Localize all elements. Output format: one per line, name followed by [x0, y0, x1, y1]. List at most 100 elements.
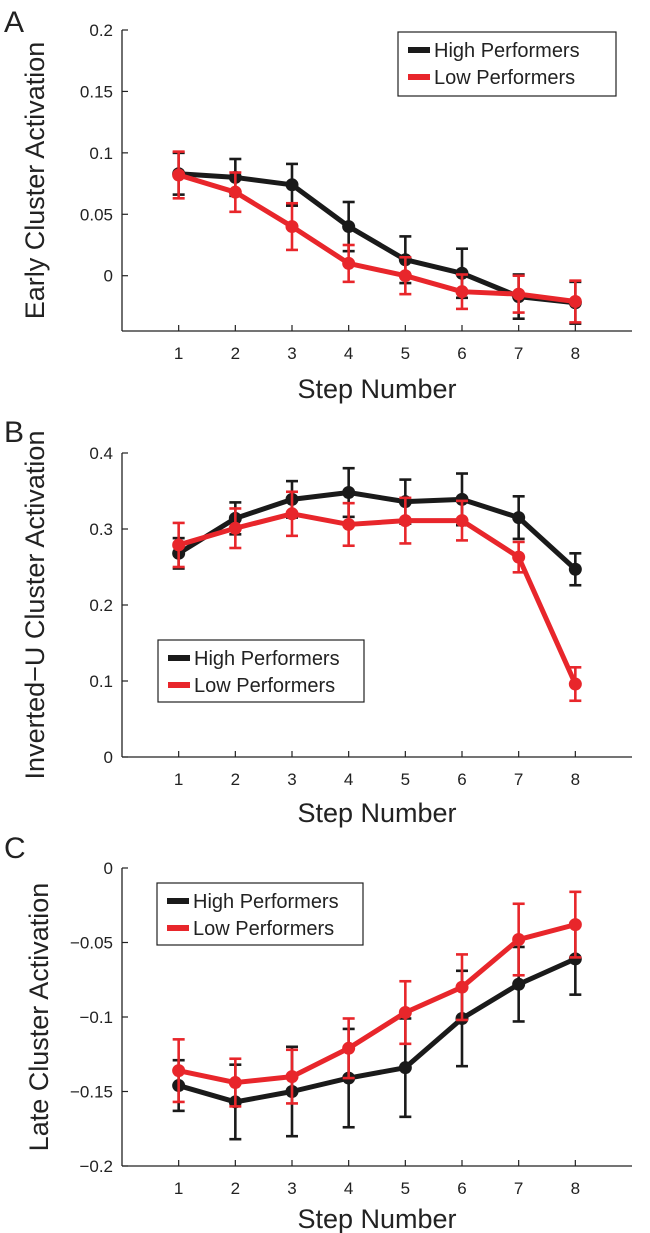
series-line [178, 922, 576, 1086]
series-line [177, 956, 577, 1105]
data-point [228, 1076, 242, 1090]
x-tick-label: 6 [457, 770, 466, 789]
x-tick-label: 5 [401, 344, 410, 363]
x-axis-title: Step Number [297, 1204, 456, 1233]
data-point [342, 486, 356, 500]
series-line [177, 511, 578, 686]
y-tick-label: 0.2 [89, 596, 113, 615]
legend-label: Low Performers [434, 67, 575, 89]
data-point [342, 220, 356, 234]
data-point [228, 185, 242, 199]
panel-letter: A [4, 6, 24, 39]
x-tick-label: 3 [287, 344, 296, 363]
data-point [455, 980, 469, 994]
data-point [285, 1070, 299, 1084]
x-tick-label: 8 [571, 344, 580, 363]
data-point [455, 514, 469, 528]
data-point [172, 1064, 186, 1078]
series-line [177, 490, 578, 572]
y-axis-title: Inverted−U Cluster Activation [20, 431, 50, 780]
data-point [342, 517, 356, 531]
legend-label: High Performers [194, 648, 340, 670]
data-point [398, 269, 412, 283]
y-tick-label: 0 [104, 748, 113, 767]
x-tick-label: 5 [401, 770, 410, 789]
x-tick-label: 1 [174, 1179, 183, 1198]
data-point [512, 933, 526, 947]
data-point [285, 178, 299, 192]
x-tick-label: 4 [344, 770, 353, 789]
panel-letter: C [4, 832, 26, 865]
data-point [455, 492, 469, 506]
y-tick-label: 0.4 [89, 444, 113, 463]
x-tick-label: 7 [514, 1179, 523, 1198]
x-tick-label: 3 [287, 1179, 296, 1198]
x-tick-label: 2 [231, 1179, 240, 1198]
y-tick-label: 0.2 [89, 21, 113, 40]
data-point [568, 918, 582, 932]
x-axis-title: Step Number [297, 798, 456, 828]
legend-label: High Performers [434, 40, 580, 62]
y-tick-label: 0.1 [89, 144, 113, 163]
legend-label: High Performers [193, 891, 339, 913]
series-line [177, 172, 576, 304]
data-point [568, 677, 582, 691]
chart-panel-a: A 0 0.05 0.1 0.15 0.2 1 2 3 4 5 6 7 8 Step Number Early… [4, 6, 632, 404]
y-axis-title: Early Cluster Activation [20, 42, 50, 320]
y-tick-label: 0.3 [89, 520, 113, 539]
x-tick-label: 2 [231, 770, 240, 789]
x-tick-label: 3 [287, 770, 296, 789]
x-tick-label: 4 [344, 1179, 353, 1198]
x-tick-label: 1 [174, 770, 183, 789]
data-point [398, 1006, 412, 1020]
legend-box [157, 639, 365, 703]
y-tick-label: 0.05 [80, 205, 113, 224]
data-point [172, 168, 186, 182]
legend-label: Low Performers [194, 675, 335, 697]
y-tick-label: −0.15 [70, 1083, 113, 1102]
series-low-performers [172, 150, 582, 324]
x-tick-label: 2 [231, 344, 240, 363]
data-point [512, 977, 526, 991]
data-point [398, 1061, 412, 1075]
x-tick-label: 5 [401, 1179, 410, 1198]
legend: High Performers Low Performers [157, 639, 365, 703]
series-low-performers [172, 490, 582, 703]
x-axis-title: Step Number [297, 374, 456, 404]
x-tick-label: 7 [514, 344, 523, 363]
data-point [342, 1041, 356, 1055]
x-tick-label: 7 [514, 770, 523, 789]
x-tick-label: 8 [571, 770, 580, 789]
data-point [568, 952, 582, 966]
data-point [512, 550, 526, 564]
x-tick-label: 8 [571, 1179, 580, 1198]
legend: High Performers Low Performers [156, 882, 364, 946]
y-tick-label: 0.15 [80, 82, 113, 101]
legend: High Performers Low Performers [397, 31, 617, 97]
y-tick-label: −0.05 [70, 934, 113, 953]
data-point [512, 511, 526, 525]
chart-panel-c: C −0.2 −0.15 −0.1 −0.05 0 1 2 3 4 5 6 7 8 Step Number L… [4, 832, 632, 1233]
legend-box [397, 31, 617, 97]
y-tick-label: 0 [104, 267, 113, 286]
data-point [455, 285, 469, 299]
x-tick-label: 4 [344, 344, 353, 363]
y-axis-title: Late Cluster Activation [24, 883, 54, 1152]
data-point [398, 514, 412, 528]
data-point [568, 562, 582, 576]
y-tick-label: −0.1 [79, 1008, 113, 1027]
series-low-performers [172, 890, 582, 1108]
data-point [285, 220, 299, 234]
x-tick-label: 1 [174, 344, 183, 363]
y-tick-label: 0.1 [89, 672, 113, 691]
data-point [228, 521, 242, 535]
data-point [172, 538, 186, 552]
y-tick-label: 0 [104, 859, 113, 878]
data-point [512, 287, 526, 301]
panel-letter: B [4, 416, 24, 449]
data-point [568, 295, 582, 309]
x-tick-label: 6 [457, 1179, 466, 1198]
x-tick-label: 6 [457, 344, 466, 363]
data-point [285, 507, 299, 521]
